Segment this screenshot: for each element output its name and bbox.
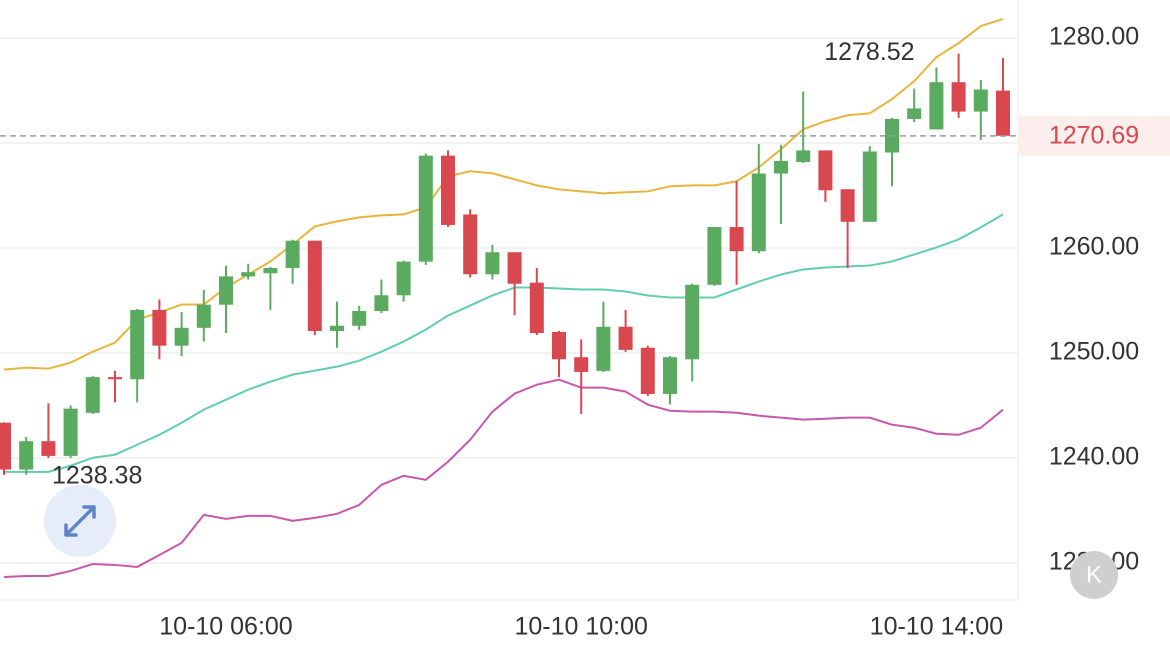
candle-body <box>618 326 633 350</box>
candle-body <box>196 304 211 328</box>
candle-body <box>552 332 566 360</box>
k-button-label: K <box>1086 561 1102 588</box>
candle-body <box>507 252 522 284</box>
candle-body <box>463 214 478 275</box>
candle-body <box>241 272 256 277</box>
candle-body <box>929 82 944 130</box>
candle-body <box>263 267 278 274</box>
candle-body <box>285 240 300 268</box>
k-button[interactable] <box>1070 551 1118 599</box>
y-tick-label: 1260.00 <box>1049 233 1139 261</box>
candle-body <box>485 252 500 275</box>
candle-body <box>219 276 233 305</box>
x-tick-label: 10-10 14:00 <box>870 613 1003 641</box>
candle-body <box>374 295 389 312</box>
low-label: 1238.38 <box>52 462 142 490</box>
candle-body <box>441 155 455 225</box>
candle-body <box>0 422 11 470</box>
candle-body <box>951 82 966 112</box>
x-tick-label: 10-10 10:00 <box>514 613 647 641</box>
candle-body <box>663 357 677 394</box>
high-label: 1278.52 <box>824 38 914 66</box>
candle-body <box>63 408 78 456</box>
y-tick-label: 1280.00 <box>1049 23 1139 51</box>
candle-body <box>418 155 433 262</box>
candle-body <box>996 90 1010 136</box>
band-line <box>3 378 1004 579</box>
candle-body <box>640 347 655 394</box>
last-price-box <box>1018 115 1170 156</box>
candle-body <box>796 150 811 162</box>
candle-body <box>707 227 722 285</box>
candle-body <box>330 325 344 331</box>
candle-body <box>840 189 855 222</box>
candle-body <box>907 108 922 119</box>
candle-body <box>108 377 122 380</box>
candle-body <box>574 357 589 372</box>
candle-body <box>596 326 611 371</box>
candle-body <box>352 311 367 326</box>
band-line <box>3 18 1004 371</box>
candle-body <box>130 309 145 380</box>
candle-body <box>729 227 744 252</box>
candle-body <box>529 282 544 334</box>
candle-body <box>19 441 34 470</box>
candle-body <box>174 327 189 346</box>
candle-body <box>152 309 167 346</box>
y-tick-label: 1250.00 <box>1049 338 1139 366</box>
candle-body <box>973 89 988 112</box>
last-price-label: 1270.69 <box>1049 121 1139 149</box>
candle-body <box>774 160 788 174</box>
candle-body <box>85 377 100 413</box>
expand-button[interactable] <box>44 485 116 557</box>
x-tick-label: 10-10 06:00 <box>159 613 292 641</box>
band-line <box>4 213 1004 473</box>
candle-body <box>818 150 833 191</box>
candle-body <box>685 284 700 360</box>
y-tick-label: 1240.00 <box>1049 443 1139 471</box>
candle-body <box>41 441 56 456</box>
candle-body <box>862 151 877 222</box>
candle-body <box>751 173 766 252</box>
candle-body <box>307 240 322 331</box>
candle-body <box>396 261 411 296</box>
